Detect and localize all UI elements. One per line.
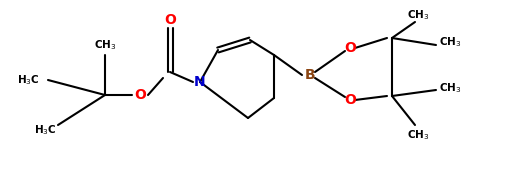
Text: B: B bbox=[305, 68, 315, 82]
Text: CH$_3$: CH$_3$ bbox=[407, 8, 429, 22]
Text: O: O bbox=[164, 13, 176, 27]
Text: CH$_3$: CH$_3$ bbox=[407, 128, 429, 142]
Text: CH$_3$: CH$_3$ bbox=[94, 38, 116, 52]
Text: H$_3$C: H$_3$C bbox=[34, 123, 56, 137]
Text: H$_3$C: H$_3$C bbox=[17, 73, 39, 87]
Text: CH$_3$: CH$_3$ bbox=[439, 35, 461, 49]
Text: O: O bbox=[344, 41, 356, 55]
Text: O: O bbox=[134, 88, 146, 102]
Text: N: N bbox=[194, 75, 206, 89]
Text: CH$_3$: CH$_3$ bbox=[439, 81, 461, 95]
Text: O: O bbox=[344, 93, 356, 107]
